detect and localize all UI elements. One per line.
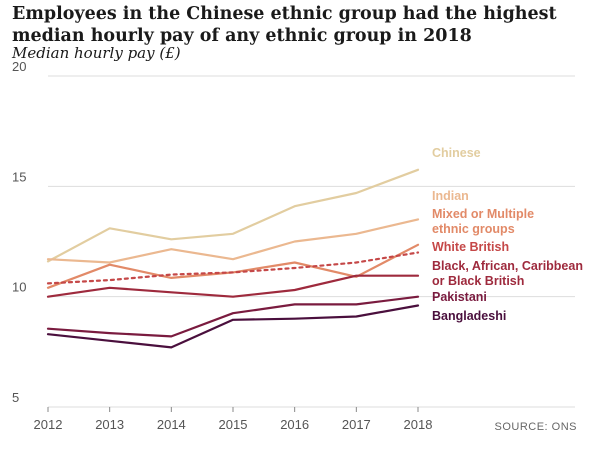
series-label: Bangladeshi	[432, 309, 506, 323]
x-tick-label: 2015	[219, 417, 248, 432]
series-label: Pakistani	[432, 290, 487, 304]
x-tick-label: 2014	[157, 417, 186, 432]
series-line-bangladeshi	[46, 304, 420, 349]
series-line-pakistani	[46, 295, 420, 338]
gridlines	[48, 75, 575, 408]
x-tick-label: 2017	[342, 417, 371, 432]
y-tick-label: 15	[12, 169, 26, 184]
series-label: Chinese	[432, 146, 481, 160]
series-line-chinese	[46, 168, 420, 263]
series-lines	[46, 168, 420, 349]
chart-subtitle: Median hourly pay (£)	[12, 44, 181, 62]
chart-title: Employees in the Chinese ethnic group ha…	[12, 4, 557, 46]
series-label: White British	[432, 240, 509, 254]
series-label: Indian	[432, 189, 469, 203]
y-tick-label: 5	[12, 390, 19, 405]
y-tick-label: 20	[12, 59, 26, 74]
x-tick-label: 2016	[280, 417, 309, 432]
series-label: Mixed or Multiple ethnic groups	[432, 207, 534, 236]
series-line-indian	[46, 218, 420, 264]
series-line-black-african-caribbean-or-black-british	[46, 274, 420, 298]
x-tick-label: 2013	[95, 417, 124, 432]
y-tick-label: 10	[12, 280, 26, 295]
axes: 5 10 15 20 2012 2013 2014 2015 2016 2017 2018	[12, 59, 432, 432]
series-labels: Chinese Indian Mixed or Multiple ethnic gro…	[432, 146, 583, 323]
x-tick-label: 2018	[404, 417, 433, 432]
series-label: Black, African, Caribbean or Black Britis…	[432, 259, 583, 288]
x-tick-label: 2012	[34, 417, 63, 432]
source-note: SOURCE: ONS	[494, 421, 577, 433]
